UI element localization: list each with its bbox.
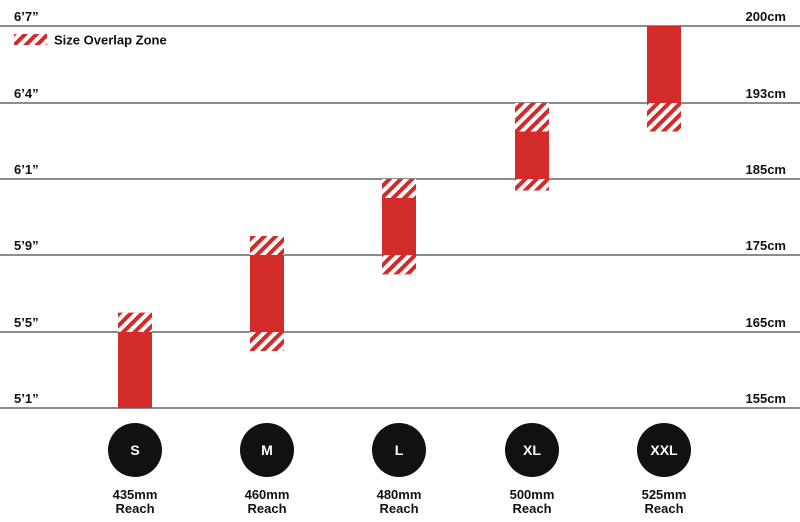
- size-badge-label: M: [261, 442, 273, 458]
- bar-m-overlap-high: [250, 236, 284, 255]
- size-badge-l: [372, 423, 426, 477]
- bar-m-overlap-low: [250, 332, 284, 351]
- bar-l-overlap-high: [382, 179, 416, 198]
- y-tick-right: 185cm: [746, 162, 786, 177]
- reach-word: Reach: [115, 501, 155, 516]
- size-badge-xl: [505, 423, 559, 477]
- bar-xxl-overlap-low: [647, 103, 681, 132]
- reach-value: 525mm: [641, 487, 687, 502]
- reach-word: Reach: [644, 501, 684, 516]
- size-badge-m: [240, 423, 294, 477]
- bars: [118, 26, 681, 408]
- size-badge-label: S: [130, 442, 139, 458]
- bar-l-overlap-low: [382, 255, 416, 275]
- y-tick-left: 6’7”: [14, 9, 39, 24]
- size-badge-s: [108, 423, 162, 477]
- size-badge-label: L: [395, 442, 404, 458]
- bar-xl-overlap-high: [515, 103, 549, 132]
- reach-value: 460mm: [244, 487, 290, 502]
- bar-xl-overlap-low: [515, 179, 549, 191]
- y-tick-right: 175cm: [746, 238, 786, 253]
- size-badge-label: XL: [523, 442, 541, 458]
- y-tick-left: 6’4”: [14, 86, 39, 101]
- y-tick-right: 165cm: [746, 315, 786, 330]
- y-tick-right: 155cm: [746, 391, 786, 406]
- size-badge-label: XXL: [650, 442, 678, 458]
- reach-word: Reach: [379, 501, 419, 516]
- reach-value: 500mm: [509, 487, 555, 502]
- size-badge-xxl: [637, 423, 691, 477]
- reach-word: Reach: [512, 501, 552, 516]
- reach-value: 480mm: [376, 487, 422, 502]
- reach-value: 435mm: [112, 487, 158, 502]
- y-tick-right: 193cm: [746, 86, 786, 101]
- reach-word: Reach: [247, 501, 287, 516]
- legend-hatch-swatch: [14, 34, 47, 45]
- y-tick-left: 5’9”: [14, 238, 39, 253]
- y-tick-left: 5’1”: [14, 391, 39, 406]
- legend: Size Overlap Zone: [14, 33, 167, 48]
- bar-s-overlap-high: [118, 312, 152, 332]
- y-tick-right: 200cm: [746, 9, 786, 24]
- y-tick-left: 5’5”: [14, 315, 39, 330]
- bar-m: [250, 236, 284, 351]
- y-tick-left: 6’1”: [14, 162, 39, 177]
- size-badges: S M L XL XXL: [108, 423, 691, 477]
- legend-label: Size Overlap Zone: [54, 33, 167, 48]
